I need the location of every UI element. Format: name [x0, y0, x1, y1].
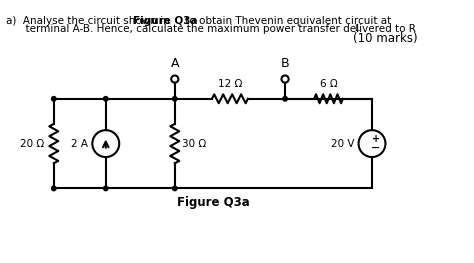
Text: 20 V: 20 V — [330, 139, 354, 149]
Text: Figure Q3a: Figure Q3a — [133, 16, 197, 26]
Text: A: A — [171, 57, 179, 70]
Text: B: B — [281, 57, 289, 70]
Text: L: L — [354, 24, 359, 33]
Circle shape — [103, 186, 108, 191]
Text: 6 Ω: 6 Ω — [319, 79, 337, 89]
Text: 30 Ω: 30 Ω — [182, 139, 206, 149]
Circle shape — [103, 97, 108, 101]
Text: +: + — [372, 134, 380, 144]
Circle shape — [173, 186, 177, 191]
Circle shape — [52, 97, 56, 101]
Text: terminal A-B. Hence, calculate the maximum power transfer delivered to R: terminal A-B. Hence, calculate the maxim… — [6, 24, 416, 34]
Text: to obtain Thevenin equivalent circuit at: to obtain Thevenin equivalent circuit at — [182, 16, 391, 26]
Text: 12 Ω: 12 Ω — [218, 79, 242, 89]
Circle shape — [283, 97, 287, 101]
Text: a)  Analyse the circuit shown in: a) Analyse the circuit shown in — [6, 16, 173, 26]
Text: Figure Q3a: Figure Q3a — [176, 196, 249, 209]
Text: −: − — [371, 143, 380, 153]
Text: 20 Ω: 20 Ω — [20, 139, 44, 149]
Circle shape — [52, 186, 56, 191]
Text: (10 marks): (10 marks) — [353, 32, 418, 45]
Text: 2 A: 2 A — [71, 139, 88, 149]
Circle shape — [173, 97, 177, 101]
